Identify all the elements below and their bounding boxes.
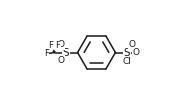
Text: Cl: Cl bbox=[123, 57, 132, 66]
Text: S: S bbox=[124, 47, 130, 58]
Text: F: F bbox=[55, 41, 60, 50]
Text: O: O bbox=[58, 40, 64, 49]
Text: F: F bbox=[48, 41, 53, 50]
Text: F: F bbox=[44, 49, 49, 58]
Text: O: O bbox=[133, 48, 140, 57]
Text: S: S bbox=[63, 47, 69, 58]
Text: O: O bbox=[129, 40, 135, 49]
Text: O: O bbox=[58, 56, 64, 65]
